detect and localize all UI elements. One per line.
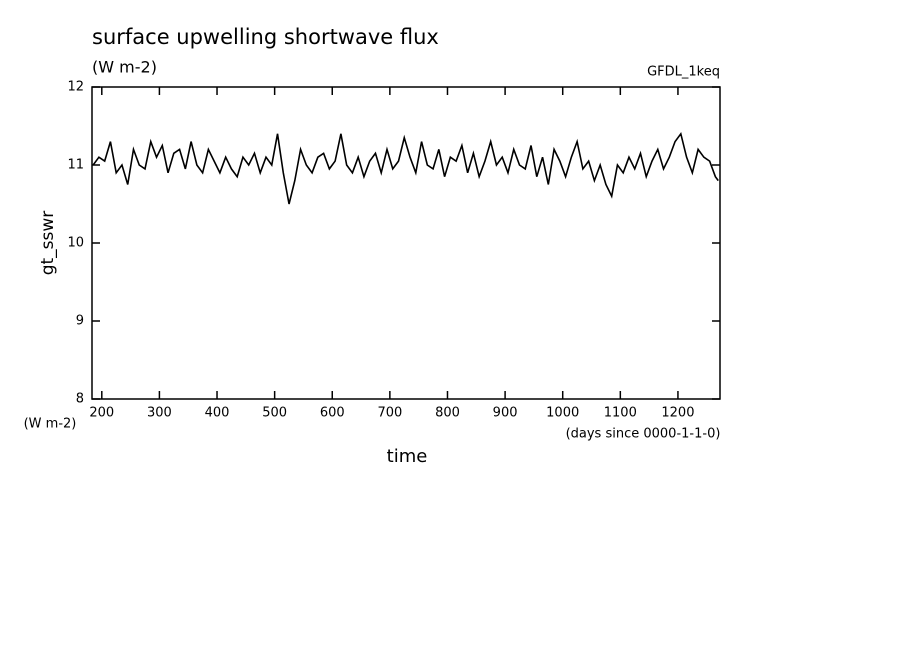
x-tick-label: 1100 (604, 406, 637, 421)
x-tick-label: 900 (493, 406, 518, 421)
x-axis-label: time (387, 446, 428, 467)
x-tick-label: 200 (89, 406, 114, 421)
data-line (92, 131, 719, 205)
y-axis-label: gt_sswr (38, 211, 58, 276)
x-tick-label: 700 (377, 406, 402, 421)
y-tick-label: 11 (67, 158, 84, 173)
x-tick-label: 400 (205, 406, 230, 421)
chart-title: surface upwelling shortwave flux (92, 25, 439, 49)
x-tick-label: 300 (147, 406, 172, 421)
x-tick-label: 800 (435, 406, 460, 421)
x-tick-label: 600 (320, 406, 345, 421)
annotation: GFDL_1keq (647, 65, 720, 80)
x-tick-label: 1000 (546, 406, 579, 421)
x-tick-label: 500 (262, 406, 287, 421)
y-unit: (W m-2) (24, 417, 77, 432)
y-tick-label: 9 (76, 314, 84, 329)
x-tick-label: 1200 (661, 406, 694, 421)
y-tick-label: 12 (67, 80, 84, 95)
subtitle: (W m-2) (92, 58, 157, 77)
y-tick-label: 8 (76, 392, 84, 407)
x-unit: (days since 0000-1-1-0) (566, 427, 721, 442)
y-tick-label: 10 (67, 236, 84, 251)
